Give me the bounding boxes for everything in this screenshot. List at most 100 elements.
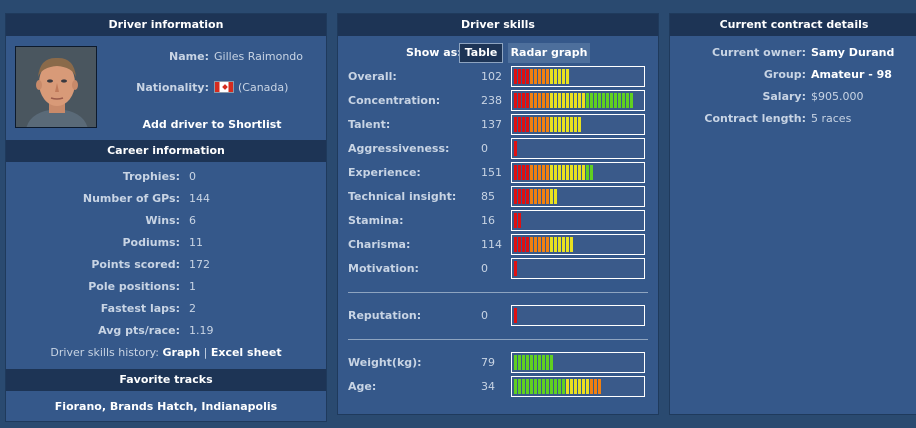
skill-bar-segment [530,189,533,204]
skill-value: 34 [481,380,495,393]
skill-bar-segment [578,165,581,180]
skill-bar [511,352,645,373]
skill-value: 0 [481,309,488,322]
skill-bar-segment [534,165,537,180]
contract-details-title: Current contract details [670,14,916,36]
table-view-button[interactable]: Table [459,43,503,63]
skill-label: Motivation: [348,262,419,275]
skill-label: Stamina: [348,214,404,227]
skill-bar-segment [522,117,525,132]
career-stat-row: Fastest laps: 2 [6,301,326,317]
skill-bar-fill [514,189,558,204]
skill-bar-segment [550,237,553,252]
skill-bar-segment [542,355,545,370]
skill-bar-segment [526,237,529,252]
skill-bar-segment [578,379,581,394]
skill-bar-segment [546,93,549,108]
skill-bar-segment [562,237,565,252]
skill-label: Concentration: [348,94,441,107]
skill-bar-segment [590,379,593,394]
skill-bar-segment [542,165,545,180]
skill-bar-segment [546,69,549,84]
skill-bar-segment [562,117,565,132]
skill-bar-fill [514,213,522,228]
add-to-shortlist-link[interactable]: Add driver to Shortlist [142,118,282,131]
excel-sheet-link[interactable]: Excel sheet [210,346,282,359]
skill-bar-segment [554,165,557,180]
skill-bar-segment [534,93,537,108]
name-label: Name: [169,50,209,63]
skill-bar-segment [586,165,589,180]
skill-bar-segment [530,93,533,108]
contract-label: Contract length: [704,112,806,125]
skill-bar-segment [538,379,541,394]
reputation-divider [348,339,648,340]
skill-bar-segment [574,379,577,394]
career-stat-label: Podiums: [122,236,180,249]
show-as-toggle: Show as: Table Radar graph [338,42,658,64]
skill-row: Concentration: 238 [338,90,658,112]
skill-bar-segment [574,93,577,108]
skill-bar-segment [578,93,581,108]
skill-bar-segment [514,213,517,228]
nationality-row: Nationality: (Canada) [101,80,323,96]
skill-bar-segment [574,117,577,132]
career-stat-value: 172 [189,258,210,271]
skill-bar-segment [514,93,517,108]
skill-bar-segment [566,117,569,132]
skill-bar-segment [562,93,565,108]
skill-bar-segment [590,93,593,108]
skill-bar-segment [518,379,521,394]
skill-bar-segment [534,69,537,84]
skill-bar-segment [530,237,533,252]
skill-bar-segment [594,379,597,394]
nationality-label: Nationality: [136,81,209,94]
skill-bar-segment [518,117,521,132]
skill-bar-segment [518,355,521,370]
driver-name: Gilles Raimondo [214,50,304,63]
career-stat-label: Avg pts/race: [98,324,180,337]
skill-bar-segment [562,69,565,84]
skill-bar-segment [558,237,561,252]
career-stat-row: Wins: 6 [6,213,326,229]
skill-row: Technical insight: 85 [338,186,658,208]
skill-bar-segment [570,93,573,108]
skill-bar-segment [554,117,557,132]
skill-bar-segment [610,93,613,108]
skill-bar-segment [630,93,633,108]
skill-bar-segment [514,117,517,132]
skill-bar-segment [534,355,537,370]
skill-bar-segment [530,355,533,370]
skill-bar-segment [518,165,521,180]
skill-value: 0 [481,142,488,155]
driver-skills-title: Driver skills [338,14,658,36]
career-stat-label: Fastest laps: [100,302,180,315]
driver-information-title: Driver information [6,14,326,36]
skill-bar-segment [622,93,625,108]
link-separator: | [203,346,208,359]
career-stat-value: 144 [189,192,210,205]
skill-bar [511,186,645,207]
skill-bar [511,258,645,279]
skill-bar-segment [550,355,553,370]
skill-bar-segment [542,93,545,108]
career-information-title: Career information [6,140,326,162]
radar-graph-button[interactable]: Radar graph [508,43,590,63]
skill-row: Motivation: 0 [338,258,658,280]
graph-link[interactable]: Graph [162,346,201,359]
skill-bar-segment [518,69,521,84]
skill-bar-segment [538,355,541,370]
contract-label: Current owner: [712,46,806,59]
skill-value: 137 [481,118,502,131]
show-as-label: Show as: [406,46,462,59]
skill-bar-segment [514,379,517,394]
skills-history-label: Driver skills history: [50,346,160,359]
skill-bar-segment [566,379,569,394]
skill-bar-fill [514,379,602,394]
skill-bar-segment [530,117,533,132]
skill-value: 79 [481,356,495,369]
skill-bar-segment [594,93,597,108]
skill-bar-segment [530,379,533,394]
skill-bar-segment [522,379,525,394]
skill-bar-segment [514,165,517,180]
